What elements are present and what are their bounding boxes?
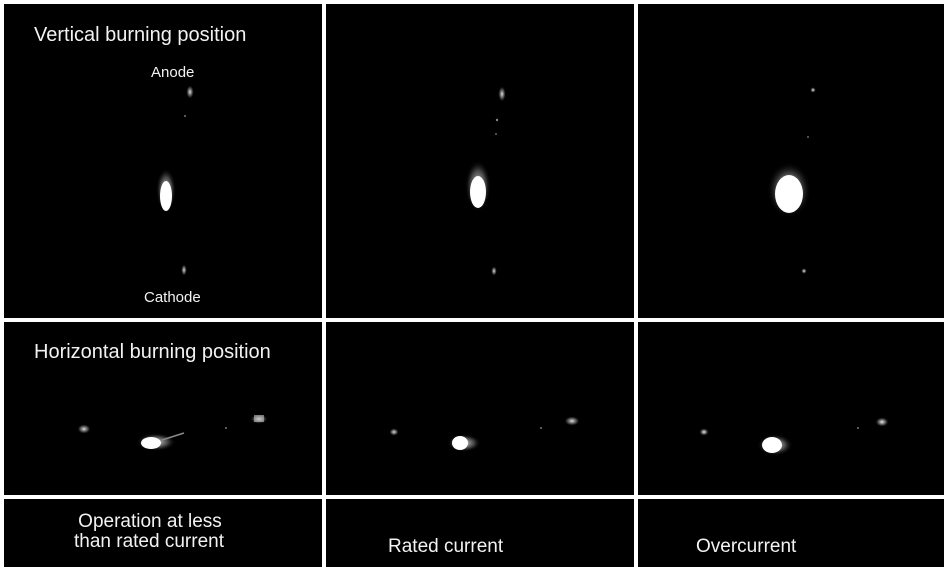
caption-overcurrent: Overcurrent <box>696 536 797 557</box>
cathode-tip <box>801 268 807 274</box>
right-electrode-tip <box>875 417 889 427</box>
vertical-position-title: Vertical burning position <box>34 24 247 46</box>
cathode-tip <box>181 264 187 276</box>
caption-cell-overcurrent: Overcurrent <box>638 499 944 567</box>
panel-horizontal-low-current: Horizontal burning position <box>4 322 322 495</box>
arc-core <box>141 437 161 449</box>
caption-rated-current: Rated current <box>388 536 504 557</box>
left-electrode-tip <box>389 428 399 436</box>
left-electrode-tip <box>77 424 91 434</box>
electrode-speck <box>225 427 227 429</box>
cathode-label: Cathode <box>144 289 201 306</box>
anode-tip <box>498 86 506 102</box>
caption-low-current-line1: Operation at less <box>78 511 222 532</box>
arc-photo-horizontal-low <box>77 414 268 451</box>
horizontal-position-title: Horizontal burning position <box>34 341 271 363</box>
panel-vertical-low-current: Vertical burning position Anode Cathode <box>4 4 322 318</box>
electrode-speck <box>857 427 859 429</box>
electrode-speck <box>807 136 809 138</box>
arc-photo-vertical-over <box>767 87 816 274</box>
electrode-speck <box>540 427 542 429</box>
arc-photo-vertical-rated <box>465 86 506 276</box>
panel-vertical-overcurrent <box>638 4 944 318</box>
caption-cell-low-current: Operation at less than rated current <box>4 499 322 567</box>
anode-tip <box>186 85 194 99</box>
anode-label: Anode <box>151 64 195 81</box>
right-electrode-tip <box>564 416 580 426</box>
arc-core <box>762 437 782 453</box>
arc-core <box>160 181 172 211</box>
arc-core <box>470 176 486 208</box>
arc-photo-horizontal-over <box>699 417 889 456</box>
panel-horizontal-rated-current <box>326 322 634 495</box>
electrode-speck <box>495 133 497 135</box>
caption-low-current-line2: than rated current <box>74 531 224 552</box>
arc-photo-vertical-low <box>156 85 194 276</box>
panel-vertical-rated-current <box>326 4 634 318</box>
left-electrode-tip <box>699 428 709 436</box>
arc-core <box>452 436 468 450</box>
caption-cell-rated-current: Rated current <box>326 499 634 567</box>
electrode-speck <box>495 118 499 122</box>
cathode-tip <box>491 266 497 276</box>
anode-tip <box>810 87 816 93</box>
panel-horizontal-overcurrent <box>638 322 944 495</box>
arc-tail <box>161 432 185 441</box>
electrode-speck <box>184 115 186 117</box>
arc-photo-horizontal-rated <box>389 416 580 452</box>
arc-core <box>775 175 803 213</box>
